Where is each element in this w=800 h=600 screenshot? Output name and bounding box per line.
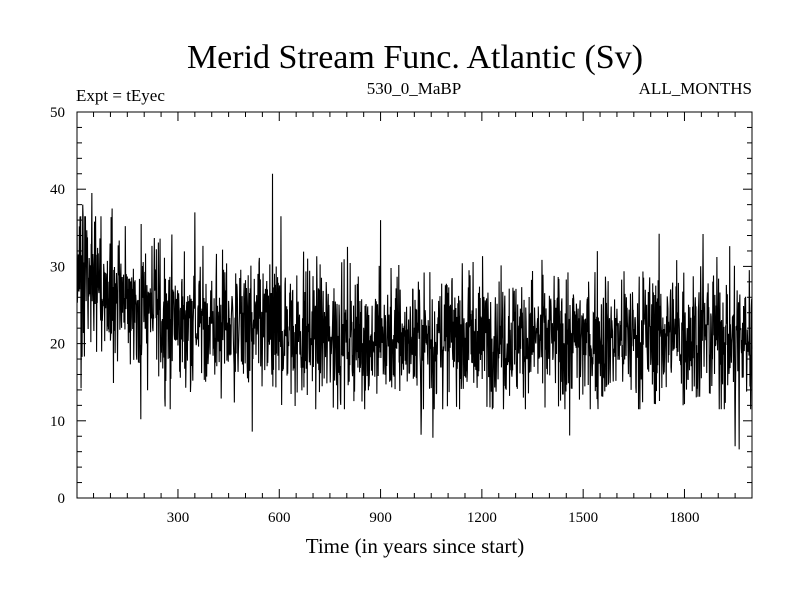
x-tick-label: 1200 (467, 510, 497, 526)
y-tick-label: 10 (50, 414, 65, 430)
y-tick-label: 40 (50, 182, 65, 198)
chart-title: Merid Stream Func. Atlantic (Sv) (187, 39, 643, 76)
series-line (76, 173, 753, 450)
y-tick-label: 30 (50, 259, 65, 275)
x-tick-label: 900 (369, 510, 392, 526)
x-tick-label: 1800 (669, 510, 699, 526)
x-tick-label: 1500 (568, 510, 598, 526)
run-label: 530_0_MaBP (367, 79, 461, 98)
x-tick-label: 300 (167, 510, 190, 526)
experiment-label: Expt = tEyec (76, 86, 165, 105)
tick-marks (77, 111, 752, 499)
y-tick-label: 50 (50, 105, 65, 121)
y-tick-label: 20 (50, 337, 65, 353)
y-tick-label: 0 (58, 491, 66, 507)
period-label: ALL_MONTHS (639, 79, 752, 98)
tick-labels: 300 600 900 1200 1500 1800 0 10 20 30 40 50 (50, 105, 699, 526)
x-axis-label: Time (in years since start) (306, 534, 525, 558)
x-tick-label: 600 (268, 510, 291, 526)
plot-area: 300 600 900 1200 1500 1800 0 10 20 30 40 50 (50, 105, 753, 526)
